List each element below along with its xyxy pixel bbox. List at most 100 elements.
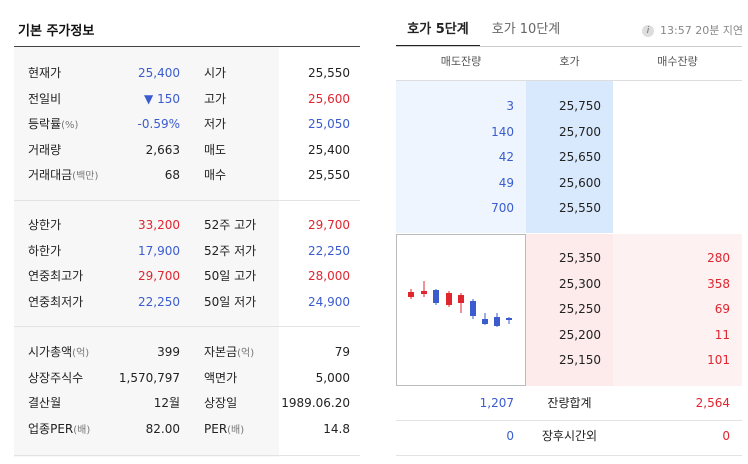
label-text: 고가: [204, 91, 227, 106]
info-value: 29,700: [138, 269, 180, 283]
delay-text: 13:57 20분 지연: [660, 24, 744, 37]
header-bid-qty: 매수잔량: [657, 55, 698, 68]
candle-series: [408, 281, 512, 327]
label-unit: (억): [72, 348, 90, 359]
ask-qty: 140: [491, 124, 514, 139]
bid-qty: 358: [707, 276, 730, 291]
info-label: 거래량: [28, 138, 61, 163]
info-label: 등락률(%): [28, 112, 78, 137]
label-text: 자본금: [204, 345, 238, 359]
info-label: 매도: [204, 138, 226, 163]
bottom-border: [396, 455, 742, 456]
label-text: 저가: [204, 117, 227, 131]
total-qty-label: 잔량합계: [547, 396, 592, 410]
bid-qty: 11: [714, 327, 730, 342]
after-hours-label: 장후시간외: [541, 429, 598, 443]
info-icon[interactable]: i: [642, 25, 654, 37]
label-column-bg-2: [191, 47, 279, 457]
ask-price[interactable]: 25,650: [559, 150, 601, 164]
candle: [408, 292, 414, 297]
ask-price[interactable]: 25,750: [559, 99, 601, 113]
label-text: 연중최고가: [28, 269, 84, 283]
label-unit: (%): [61, 120, 79, 131]
candle: [506, 318, 512, 320]
ask-price[interactable]: 25,600: [559, 175, 601, 190]
info-label: 결산월: [28, 391, 61, 416]
candle: [458, 295, 464, 303]
info-value: 25,550: [308, 66, 350, 80]
info-value: 25,600: [308, 91, 350, 106]
header-divider: [396, 80, 742, 81]
ask-price[interactable]: 25,700: [559, 124, 601, 139]
bid-price-area: [526, 234, 613, 386]
bid-qty-area: [613, 234, 742, 386]
total-bid-qty: 2,564: [695, 396, 730, 410]
total-ask-qty: 1,207: [479, 396, 514, 410]
label-text: 50일 저가: [204, 294, 257, 309]
bid-price[interactable]: 25,350: [559, 251, 601, 265]
label-text: 상장주식수: [28, 370, 84, 385]
info-label: 시가: [204, 61, 226, 86]
section-title-basic-stock-info: 기본 주가정보: [18, 24, 95, 39]
info-value: 29,700: [308, 218, 350, 232]
tab-5-level-quote[interactable]: 호가 5단계: [407, 22, 469, 37]
label-text: 매도: [204, 142, 227, 157]
label-text: 매수: [204, 168, 227, 182]
candle: [494, 317, 500, 326]
group-divider-1: [14, 200, 360, 201]
label-unit: (억): [237, 348, 255, 359]
label-text: 업종PER: [28, 421, 74, 436]
ask-qty: 42: [498, 150, 514, 164]
info-value: 2,663: [145, 142, 180, 157]
after-hours-bid-qty: 0: [722, 429, 730, 443]
candle: [482, 319, 488, 324]
info-label: 상장일: [204, 391, 237, 416]
ask-qty: 700: [491, 201, 514, 215]
header-ask-qty: 매도잔량: [440, 55, 482, 68]
info-value: 25,550: [308, 168, 350, 182]
label-text: 현재가: [28, 66, 62, 80]
ask-price[interactable]: 25,550: [559, 201, 601, 215]
label-text: 전일비: [28, 91, 62, 106]
label-text: 52주 고가: [204, 218, 257, 232]
ask-qty-area: [396, 81, 526, 233]
label-text: 연중최저가: [28, 294, 84, 309]
group-divider-2: [14, 326, 360, 327]
info-value: 22,250: [138, 294, 180, 309]
info-label: PER(배): [204, 417, 244, 442]
info-value: 5,000: [315, 370, 350, 385]
label-text: 등락률: [28, 117, 62, 131]
info-value: -0.59%: [137, 117, 180, 131]
bid-price[interactable]: 25,200: [559, 327, 601, 342]
bid-price[interactable]: 25,150: [559, 353, 601, 367]
ask-qty: 3: [506, 99, 514, 113]
info-label: 저가: [204, 112, 226, 137]
info-value: 22,250: [308, 243, 350, 258]
info-value: 25,050: [308, 117, 350, 131]
bid-price[interactable]: 25,250: [559, 302, 601, 316]
info-label: 50일 저가: [204, 290, 256, 315]
candle: [446, 293, 452, 305]
info-value: 17,900: [138, 243, 180, 258]
tab-10-level-quote[interactable]: 호가 10단계: [491, 22, 561, 37]
info-label: 업종PER(배): [28, 417, 90, 442]
info-label: 현재가: [28, 61, 61, 86]
info-value: 25,400: [138, 66, 180, 80]
bid-price[interactable]: 25,300: [559, 276, 601, 291]
ask-qty: 49: [498, 175, 514, 190]
label-text: 거래대금: [28, 168, 73, 182]
info-value: ▼ 150: [144, 91, 180, 106]
header-price: 호가: [559, 55, 580, 68]
candle: [421, 291, 427, 294]
label-text: 시가: [204, 66, 227, 80]
info-value: 79: [334, 345, 350, 359]
info-label: 전일비: [28, 87, 61, 112]
info-value: 33,200: [138, 218, 180, 232]
info-value: 24,900: [308, 294, 350, 309]
info-label: 거래대금(백만): [28, 163, 98, 188]
info-value: 1989.06.20: [281, 396, 350, 410]
summary-divider: [396, 420, 742, 421]
info-label: 매수: [204, 163, 226, 188]
label-text: 결산월: [28, 396, 62, 410]
info-value: 1,570,797: [118, 370, 180, 385]
